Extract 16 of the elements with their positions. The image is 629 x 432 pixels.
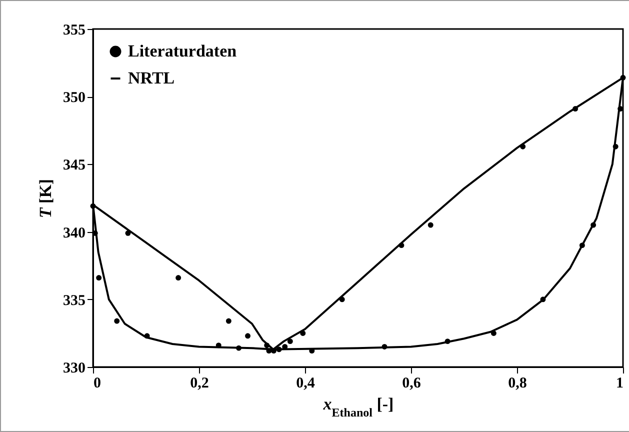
- y-tick-label: 335: [63, 292, 86, 309]
- x-tick-label: 0: [94, 376, 101, 392]
- legend-label: Literaturdaten: [128, 42, 238, 60]
- x-tick-label: 1: [616, 376, 624, 392]
- y-tick-label: 350: [63, 90, 86, 106]
- x-tick-label: 0,8: [508, 376, 527, 392]
- y-axis-title: T [K]: [36, 178, 55, 218]
- x-tick-label: 0,6: [402, 376, 422, 392]
- y-tick-label: 340: [63, 225, 86, 242]
- legend-label: NRTL: [128, 68, 175, 88]
- x-axis-title: x$_{Ethanol}$ [-]: [322, 394, 394, 420]
- x-tick-label: 0,4: [296, 376, 316, 392]
- x-tick-label: 0,2: [190, 376, 209, 392]
- y-tick-label: 355: [63, 22, 86, 38]
- y-tick-label: 330: [63, 360, 86, 376]
- y-tick-label: 345: [63, 158, 86, 174]
